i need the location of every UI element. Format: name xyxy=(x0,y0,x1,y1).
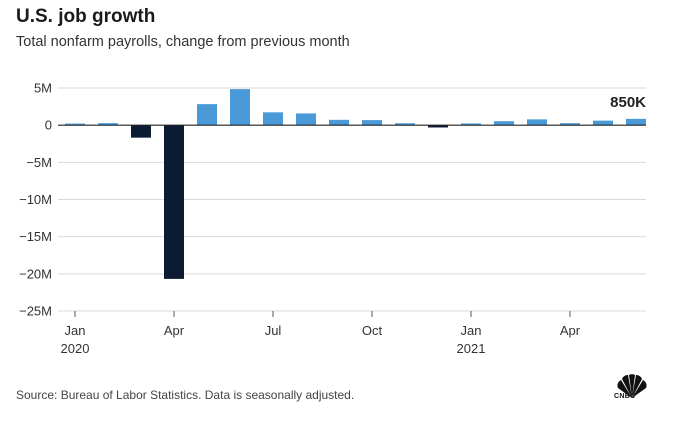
x-tick-label: Apr xyxy=(164,323,185,338)
source-note: Source: Bureau of Labor Statistics. Data… xyxy=(16,388,355,402)
peacock-logo-icon xyxy=(617,374,647,398)
bar xyxy=(362,120,382,126)
bar xyxy=(494,121,514,126)
bar xyxy=(131,125,151,138)
bar xyxy=(560,123,580,126)
x-tick-year-label: 2020 xyxy=(61,341,90,356)
chart-subtitle: Total nonfarm payrolls, change from prev… xyxy=(16,34,350,50)
bar xyxy=(263,112,283,126)
x-tick-label: Jan xyxy=(65,323,86,338)
latest-value-annotation: 850K xyxy=(610,94,646,111)
bar xyxy=(593,120,613,126)
bar xyxy=(164,125,184,279)
x-tick-label: Jul xyxy=(265,323,282,338)
x-tick-label: Oct xyxy=(362,323,383,338)
logo-wordmark: CNBC xyxy=(614,393,636,400)
bar xyxy=(428,125,448,128)
bar xyxy=(230,89,250,126)
y-tick-label: 0 xyxy=(45,118,52,133)
bar xyxy=(626,118,646,126)
y-tick-label: −20M xyxy=(19,266,52,281)
bar xyxy=(329,119,349,126)
bar xyxy=(527,119,547,126)
y-tick-label: −15M xyxy=(19,229,52,244)
y-tick-label: 5M xyxy=(34,81,52,96)
y-tick-label: −25M xyxy=(19,304,52,319)
x-tick-year-label: 2021 xyxy=(457,341,486,356)
bar xyxy=(395,123,415,126)
bar xyxy=(98,123,118,126)
bar xyxy=(197,104,217,126)
bar xyxy=(296,113,316,126)
y-tick-label: −5M xyxy=(26,155,52,170)
x-tick-label: Apr xyxy=(560,323,581,338)
y-tick-label: −10M xyxy=(19,192,52,207)
bar xyxy=(65,123,85,126)
chart-title: U.S. job growth xyxy=(16,6,156,27)
bar xyxy=(461,123,481,126)
x-tick-label: Jan xyxy=(461,323,482,338)
payrolls-bar-chart: 5M 0 −5M −10M −15M −20M −25M Jan 2020 Apr Jul Oct Ja… xyxy=(19,81,646,357)
